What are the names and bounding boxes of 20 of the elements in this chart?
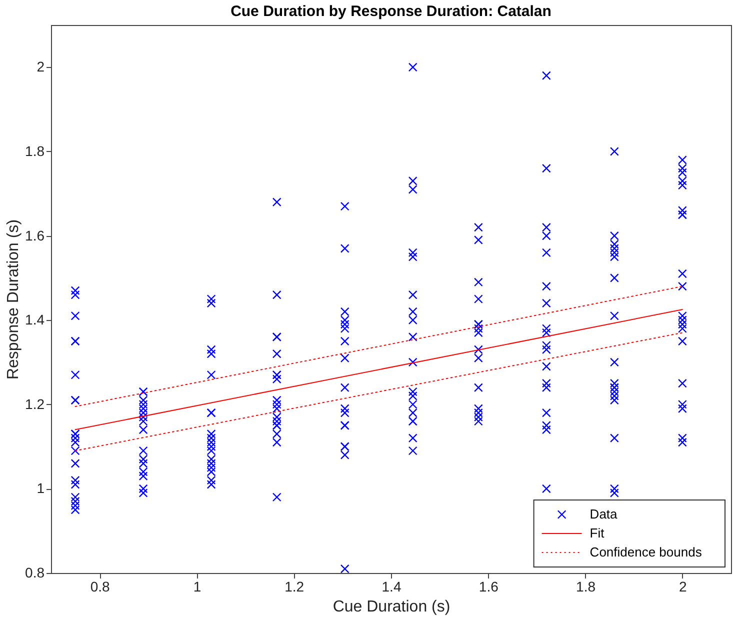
y-tick-label: 1 (36, 480, 45, 496)
x-tick-label: 2 (679, 578, 688, 594)
y-tick-label: 0.8 (25, 564, 45, 580)
y-tick-label: 2 (36, 58, 45, 75)
x-tick-label: 1.8 (576, 578, 596, 594)
chart-title: Cue Duration by Response Duration: Catalan (230, 3, 552, 20)
x-tick-label: 0.8 (90, 578, 110, 594)
y-tick-label: 1.6 (25, 227, 45, 244)
x-axis-title: Cue Duration (s) (332, 598, 450, 616)
x-tick-label: 1.6 (478, 578, 499, 594)
y-tick-label: 1.4 (25, 312, 45, 328)
y-axis-title: Response Duration (s) (5, 219, 22, 380)
y-tick-label: 1.2 (25, 396, 45, 412)
legend-label: Confidence bounds (590, 544, 702, 560)
x-tick-label: 1.4 (382, 578, 402, 594)
x-tick-label: 1.2 (284, 578, 304, 594)
y-tick-label: 1.8 (25, 142, 45, 159)
legend-label: Data (590, 506, 618, 522)
legend-label: Fit (590, 526, 605, 540)
x-tick-label: 1 (193, 578, 202, 594)
